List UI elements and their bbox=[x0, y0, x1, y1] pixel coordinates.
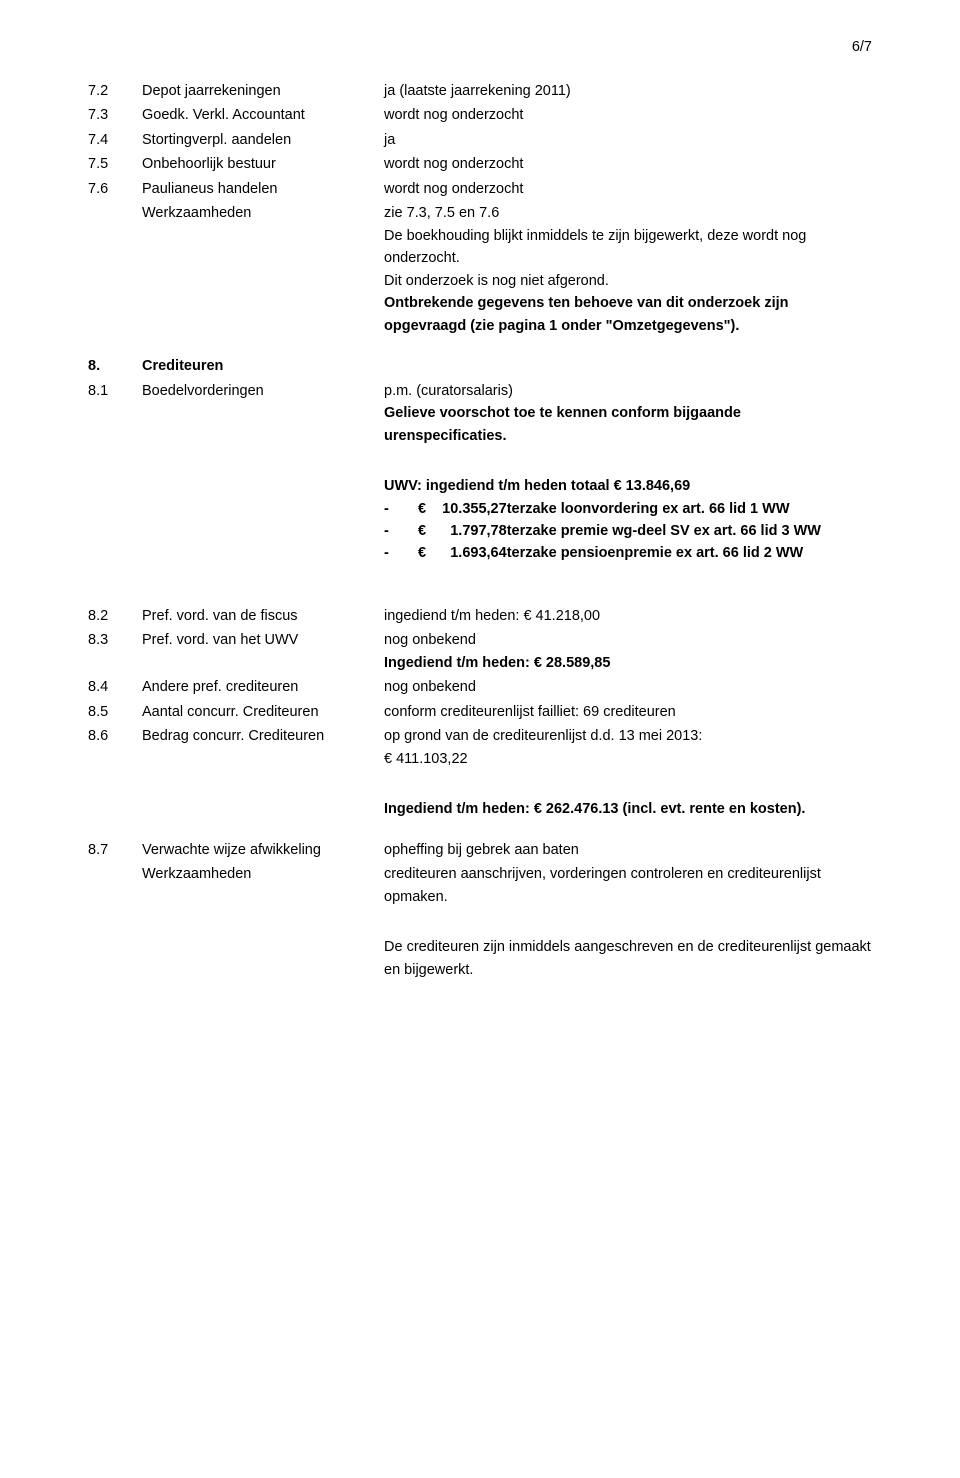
document-page: 6/7 7.2 Depot jaarrekeningen ja (laatste… bbox=[0, 0, 960, 1478]
item-label: Boedelvorderingen bbox=[142, 380, 384, 402]
section-title: Crediteuren bbox=[142, 355, 384, 377]
row-7-5: 7.5 Onbehoorlijk bestuur wordt nog onder… bbox=[88, 153, 872, 175]
item-label: Andere pref. crediteuren bbox=[142, 676, 384, 698]
item-value: nog onbekend bbox=[384, 629, 872, 651]
row-8-1: 8.1 Boedelvorderingen p.m. (curatorsalar… bbox=[88, 380, 872, 402]
item-label: Werkzaamheden bbox=[142, 863, 384, 885]
amount: € 10.355,27 bbox=[418, 498, 507, 520]
row-7-2: 7.2 Depot jaarrekeningen ja (laatste jaa… bbox=[88, 80, 872, 102]
item-label: Pref. vord. van de fiscus bbox=[142, 605, 384, 627]
item-value: ingediend t/m heden: € 41.218,00 bbox=[384, 605, 872, 627]
amount: € 1.797,78 bbox=[418, 520, 507, 542]
paragraph-bold: Gelieve voorschot toe te kennen conform … bbox=[384, 402, 872, 424]
row-8-6-amount: € 411.103,22 bbox=[384, 748, 872, 770]
paragraph: De boekhouding blijkt inmiddels te zijn … bbox=[384, 225, 872, 270]
item-number: 7.5 bbox=[88, 153, 142, 175]
paragraph-bold: urenspecificaties. bbox=[384, 425, 872, 447]
item-number: 8.6 bbox=[88, 725, 142, 747]
item-label: Stortingverpl. aandelen bbox=[142, 129, 384, 151]
item-number: 8.2 bbox=[88, 605, 142, 627]
item-value: nog onbekend bbox=[384, 676, 872, 698]
item-value: zie 7.3, 7.5 en 7.6 bbox=[384, 202, 872, 224]
item-value: wordt nog onderzocht bbox=[384, 178, 872, 200]
item-number: 7.4 bbox=[88, 129, 142, 151]
description: terzake loonvordering ex art. 66 lid 1 W… bbox=[507, 498, 872, 520]
dash: - bbox=[384, 542, 418, 564]
item-label: Pref. vord. van het UWV bbox=[142, 629, 384, 651]
amount: € 1.693,64 bbox=[418, 542, 507, 564]
dash: - bbox=[384, 520, 418, 542]
item-value: wordt nog onderzocht bbox=[384, 104, 872, 126]
uwv-line-3: - € 1.693,64 terzake pensioenpremie ex a… bbox=[384, 542, 872, 564]
paragraph-bold: opgevraagd (zie pagina 1 onder "Omzetgeg… bbox=[384, 315, 872, 337]
uwv-heading: UWV: ingediend t/m heden totaal € 13.846… bbox=[384, 475, 872, 497]
item-number: 7.2 bbox=[88, 80, 142, 102]
paragraph: De crediteuren zijn inmiddels aangeschre… bbox=[384, 936, 872, 981]
item-value: ja (laatste jaarrekening 2011) bbox=[384, 80, 872, 102]
row-8-2: 8.2 Pref. vord. van de fiscus ingediend … bbox=[88, 605, 872, 627]
dash: - bbox=[384, 498, 418, 520]
item-label: Paulianeus handelen bbox=[142, 178, 384, 200]
item-number: 8.1 bbox=[88, 380, 142, 402]
item-label: Bedrag concurr. Crediteuren bbox=[142, 725, 384, 747]
item-number: 8.3 bbox=[88, 629, 142, 651]
row-8-3-detail: Ingediend t/m heden: € 28.589,85 bbox=[384, 652, 872, 674]
item-value: p.m. (curatorsalaris) bbox=[384, 380, 872, 402]
item-label: Aantal concurr. Crediteuren bbox=[142, 701, 384, 723]
row-7-4: 7.4 Stortingverpl. aandelen ja bbox=[88, 129, 872, 151]
item-value: wordt nog onderzocht bbox=[384, 153, 872, 175]
item-number: 7.6 bbox=[88, 178, 142, 200]
description: terzake pensioenpremie ex art. 66 lid 2 … bbox=[507, 542, 872, 564]
row-werkzaamheden-8: Werkzaamheden crediteuren aanschrijven, … bbox=[88, 863, 872, 908]
item-label: Verwachte wijze afwikkeling bbox=[142, 839, 384, 861]
item-label: Onbehoorlijk bestuur bbox=[142, 153, 384, 175]
row-8-5: 8.5 Aantal concurr. Crediteuren conform … bbox=[88, 701, 872, 723]
ingediend-total: Ingediend t/m heden: € 262.476.13 (incl.… bbox=[384, 798, 872, 820]
row-8-3: 8.3 Pref. vord. van het UWV nog onbekend bbox=[88, 629, 872, 651]
item-number: 7.3 bbox=[88, 104, 142, 126]
item-value: op grond van de crediteurenlijst d.d. 13… bbox=[384, 725, 872, 747]
item-label: Werkzaamheden bbox=[142, 202, 384, 224]
row-8-7: 8.7 Verwachte wijze afwikkeling opheffin… bbox=[88, 839, 872, 861]
row-8-4: 8.4 Andere pref. crediteuren nog onbeken… bbox=[88, 676, 872, 698]
row-werkzaamheden-7: Werkzaamheden zie 7.3, 7.5 en 7.6 bbox=[88, 202, 872, 224]
section-number: 8. bbox=[88, 355, 142, 377]
item-value: conform crediteurenlijst failliet: 69 cr… bbox=[384, 701, 872, 723]
item-value: opheffing bij gebrek aan baten bbox=[384, 839, 872, 861]
section-8-header: 8. Crediteuren bbox=[88, 355, 872, 377]
description: terzake premie wg-deel SV ex art. 66 lid… bbox=[507, 520, 872, 542]
item-value: crediteuren aanschrijven, vorderingen co… bbox=[384, 863, 872, 908]
row-7-3: 7.3 Goedk. Verkl. Accountant wordt nog o… bbox=[88, 104, 872, 126]
uwv-line-2: - € 1.797,78 terzake premie wg-deel SV e… bbox=[384, 520, 872, 542]
paragraph: Dit onderzoek is nog niet afgerond. bbox=[384, 270, 872, 292]
page-number: 6/7 bbox=[852, 36, 872, 58]
paragraph-bold: Ontbrekende gegevens ten behoeve van dit… bbox=[384, 292, 872, 314]
item-value: ja bbox=[384, 129, 872, 151]
row-8-6: 8.6 Bedrag concurr. Crediteuren op grond… bbox=[88, 725, 872, 747]
item-number: 8.7 bbox=[88, 839, 142, 861]
row-7-6: 7.6 Paulianeus handelen wordt nog onderz… bbox=[88, 178, 872, 200]
item-number: 8.4 bbox=[88, 676, 142, 698]
item-label: Depot jaarrekeningen bbox=[142, 80, 384, 102]
item-label: Goedk. Verkl. Accountant bbox=[142, 104, 384, 126]
uwv-line-1: - € 10.355,27 terzake loonvordering ex a… bbox=[384, 498, 872, 520]
item-number: 8.5 bbox=[88, 701, 142, 723]
